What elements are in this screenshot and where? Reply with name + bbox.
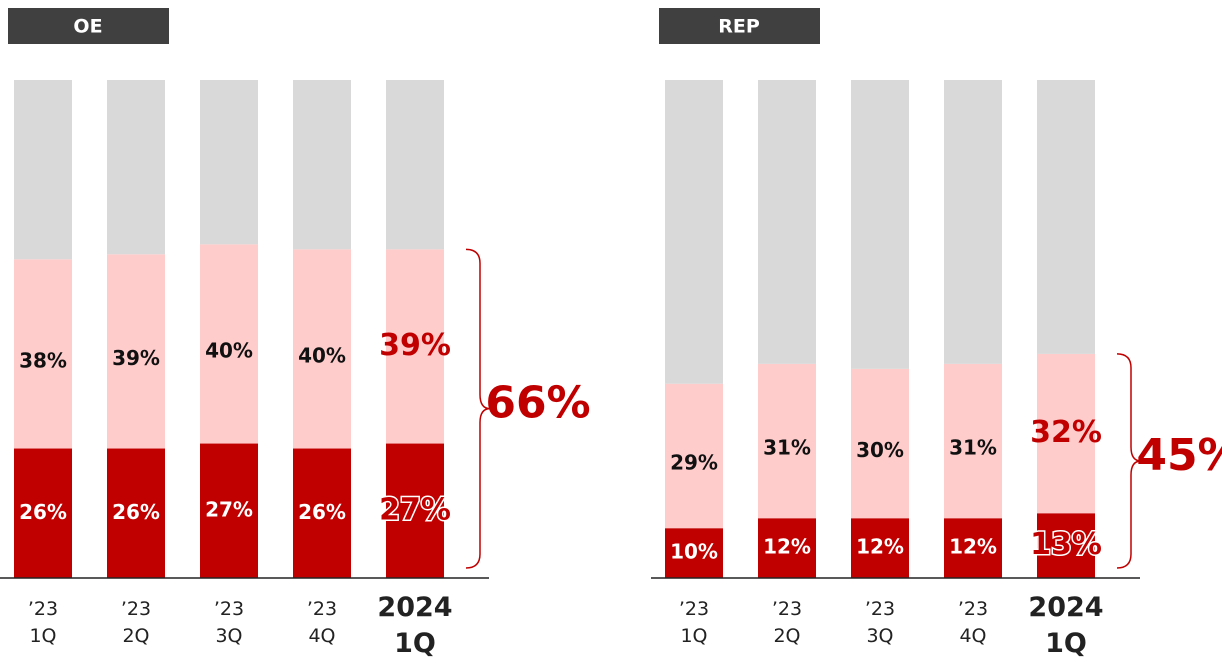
value-label: 39% [379,328,451,363]
x-tick-label: ’23 3Q [864,598,896,647]
value-label: 26% [112,500,160,524]
bar-segment [758,363,816,519]
bar-segment [944,518,1002,578]
bar-segment [14,448,72,578]
bar-segment [665,383,723,529]
bar-segment [293,448,351,578]
bar-segment [851,368,909,519]
total-annotation: 45% [1136,430,1222,481]
bar-segment [107,448,165,578]
value-label: 13% [1030,527,1102,562]
value-label: 32% [1030,415,1102,450]
x-tick-label: ’23 4Q [957,598,989,647]
bar-segment [758,518,816,578]
bar-segment [944,80,1002,364]
total-annotation: 66% [485,378,590,429]
bar-segment [200,244,258,444]
value-label: 30% [856,438,904,462]
value-label: 26% [19,500,67,524]
bar-segment [944,363,1002,519]
value-label: 12% [949,535,997,559]
bar-segment [851,80,909,369]
bar-segment [14,259,72,449]
bar-segment [1037,513,1095,578]
value-label: 31% [763,436,811,460]
x-tick-label: ’23 1Q [678,598,710,647]
value-label: 12% [763,535,811,559]
x-tick-label: 2024 1Q [377,592,453,659]
value-label: 40% [298,343,346,367]
bracket [465,248,491,569]
value-label: 12% [856,535,904,559]
bar-segment [386,249,444,444]
bar-segment [107,254,165,449]
value-label: 10% [670,540,718,564]
bar-segment [851,518,909,578]
x-tick-label: 2024 1Q [1028,592,1104,659]
panel-title: OE [73,16,102,38]
x-tick-label: ’23 3Q [213,598,245,647]
bar-segment [386,80,444,250]
value-label: 40% [205,338,253,362]
value-label: 31% [949,436,997,460]
bar-segment [386,443,444,578]
value-label: 26% [298,500,346,524]
value-label: 39% [112,346,160,370]
x-tick-label: ’23 1Q [27,598,59,647]
bracket [1116,353,1142,569]
title-box [8,8,169,44]
bar-segment [1037,353,1095,514]
x-tick-label: ’23 2Q [120,598,152,647]
bar-segment [665,80,723,384]
value-label: 27% [379,492,451,527]
bar-segment [293,80,351,250]
value-label: 29% [670,450,718,474]
bar-segment [14,80,72,260]
bar-segment [200,443,258,578]
panel-title: REP [718,16,760,38]
bar-segment [293,249,351,449]
value-label: 27% [205,497,253,521]
bar-segment [758,80,816,364]
bar-segment [107,80,165,255]
bar-segment [1037,80,1095,354]
bar-segment [665,528,723,578]
bar-segment [200,80,258,245]
title-box [659,8,820,44]
x-tick-label: ’23 2Q [771,598,803,647]
value-label: 38% [19,348,67,372]
x-tick-label: ’23 4Q [306,598,338,647]
